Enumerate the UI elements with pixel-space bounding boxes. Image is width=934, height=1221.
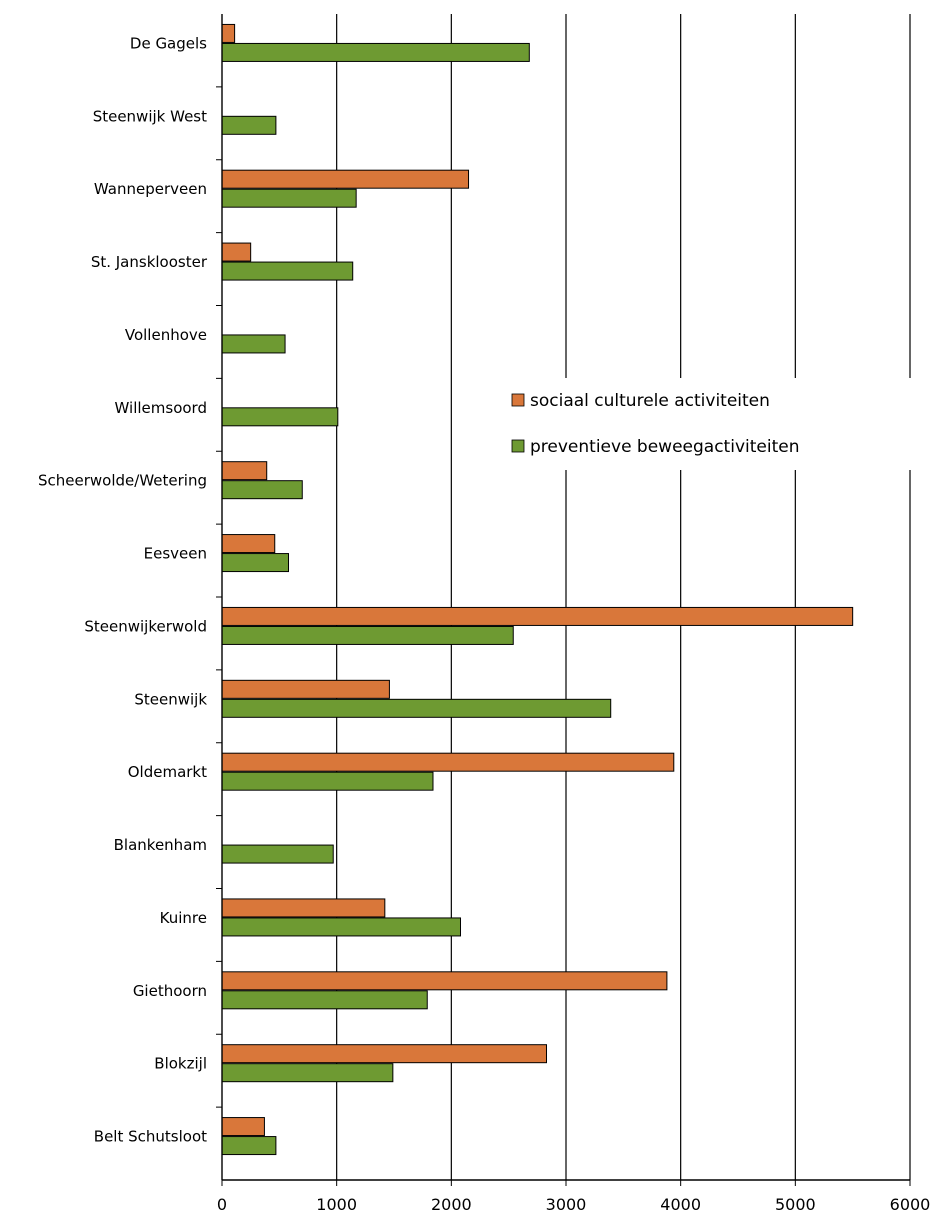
y-axis <box>216 14 910 1181</box>
bar-preventieve <box>221 115 277 135</box>
category-label: Steenwijk West <box>93 107 207 125</box>
category-label: Belt Schutsloot <box>94 1128 207 1146</box>
legend-background <box>498 378 918 470</box>
legend-swatch-preventieve <box>511 439 525 453</box>
bar-sociaal <box>221 169 470 189</box>
x-tick-label: 4000 <box>660 1195 701 1214</box>
bar-sociaal <box>221 242 252 262</box>
x-tick-label: 2000 <box>431 1195 472 1214</box>
bar-preventieve <box>221 771 434 791</box>
category-label: St. Jansklooster <box>91 253 208 271</box>
category-label: De Gagels <box>130 34 207 52</box>
category-label: Blokzijl <box>154 1055 207 1073</box>
bar-preventieve <box>221 990 428 1010</box>
x-tick-label: 5000 <box>775 1195 816 1214</box>
bar-sociaal <box>221 898 386 918</box>
bar-sociaal <box>221 606 854 626</box>
bar-sociaal <box>221 534 276 554</box>
bar-sociaal <box>221 1117 265 1137</box>
category-label: Blankenham <box>114 836 207 854</box>
bar-preventieve <box>221 844 334 864</box>
bar-sociaal <box>221 971 668 991</box>
category-label: Kuinre <box>160 909 207 927</box>
bar-sociaal <box>221 461 268 481</box>
x-tick-labels: 0 1000 2000 3000 4000 5000 6000 <box>217 1195 930 1214</box>
bar-preventieve <box>221 1136 277 1156</box>
legend: sociaal culturele activiteiten preventie… <box>498 378 918 470</box>
legend-swatch-sociaal <box>511 393 525 407</box>
category-label: Vollenhove <box>125 326 207 344</box>
legend-label-sociaal: sociaal culturele activiteiten <box>530 391 770 411</box>
x-tick-label: 6000 <box>890 1195 931 1214</box>
category-labels: De Gagels Steenwijk West Wanneperveen St. J… <box>38 34 208 1145</box>
bar-sociaal <box>221 752 675 772</box>
bar-sociaal <box>221 1044 548 1064</box>
bar-preventieve <box>221 334 286 354</box>
bar-preventieve <box>221 42 530 62</box>
bar-preventieve <box>221 261 354 281</box>
category-label: Giethoorn <box>133 982 207 1000</box>
category-label: Wanneperveen <box>94 180 207 198</box>
category-label: Steenwijk <box>134 690 207 708</box>
bar-preventieve <box>221 553 290 573</box>
bar-preventieve <box>221 917 462 937</box>
bar-sociaal <box>221 23 236 43</box>
category-label: Scheerwolde/Wetering <box>38 472 207 490</box>
category-label: Willemsoord <box>115 399 207 417</box>
bars <box>221 23 854 1156</box>
x-tick-label: 0 <box>217 1195 227 1214</box>
bar-preventieve <box>221 698 612 718</box>
bar-preventieve <box>221 625 514 645</box>
bar-preventieve <box>221 480 303 500</box>
category-label: Eesveen <box>144 545 207 563</box>
x-tick-label: 1000 <box>316 1195 357 1214</box>
category-label: Oldemarkt <box>128 763 207 781</box>
bar-sociaal <box>221 679 390 699</box>
legend-label-preventieve: preventieve beweegactiviteiten <box>530 437 799 457</box>
bar-preventieve <box>221 1063 394 1083</box>
bar-preventieve <box>221 407 339 427</box>
bar-preventieve <box>221 188 357 208</box>
category-label: Steenwijkerwold <box>84 617 207 635</box>
x-tick-label: 3000 <box>546 1195 587 1214</box>
